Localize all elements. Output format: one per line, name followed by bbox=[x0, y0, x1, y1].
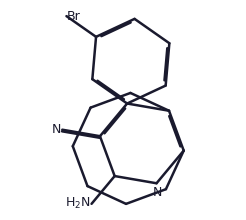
Text: Br: Br bbox=[67, 10, 81, 23]
Text: N: N bbox=[153, 186, 162, 199]
Text: H$_2$N: H$_2$N bbox=[64, 196, 90, 211]
Text: N: N bbox=[51, 123, 61, 136]
